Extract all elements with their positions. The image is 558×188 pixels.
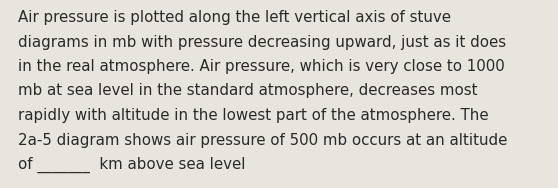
Text: 2a-5 diagram shows air pressure of 500 mb occurs at an altitude: 2a-5 diagram shows air pressure of 500 m… bbox=[18, 133, 507, 148]
Text: mb at sea level in the standard atmosphere, decreases most: mb at sea level in the standard atmosphe… bbox=[18, 83, 478, 99]
Text: in the real atmosphere. Air pressure, which is very close to 1000: in the real atmosphere. Air pressure, wh… bbox=[18, 59, 505, 74]
Text: of _______  km above sea level: of _______ km above sea level bbox=[18, 157, 246, 173]
Text: diagrams in mb with pressure decreasing upward, just as it does: diagrams in mb with pressure decreasing … bbox=[18, 35, 506, 49]
Text: Air pressure is plotted along the left vertical axis of stuve: Air pressure is plotted along the left v… bbox=[18, 10, 451, 25]
Text: rapidly with altitude in the lowest part of the atmosphere. The: rapidly with altitude in the lowest part… bbox=[18, 108, 489, 123]
